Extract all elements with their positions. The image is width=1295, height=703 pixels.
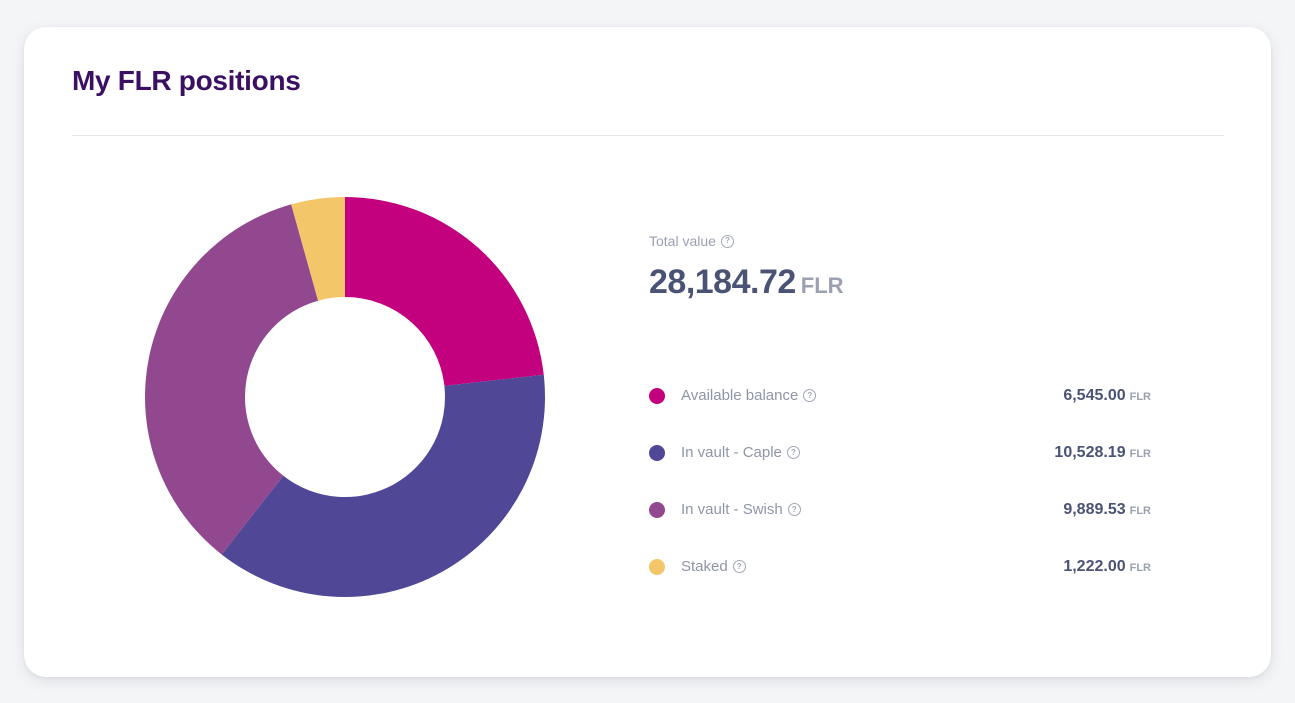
question-circle-icon[interactable]: ? bbox=[787, 503, 801, 516]
legend-color-dot bbox=[649, 501, 665, 518]
legend-label: In vault - Swish? bbox=[681, 501, 801, 518]
total-value: 28,184.72 FLR bbox=[649, 263, 844, 302]
legend-label-text: Staked bbox=[681, 558, 728, 575]
question-circle-icon[interactable]: ? bbox=[720, 234, 734, 248]
question-circle-icon[interactable]: ? bbox=[786, 446, 800, 459]
total-value-label: Total value ? bbox=[649, 233, 734, 249]
legend-unit: FLR bbox=[1129, 561, 1151, 574]
legend-amount: 6,545.00 bbox=[1063, 386, 1126, 404]
legend-color-dot bbox=[649, 558, 665, 575]
donut-slice-in-vault-caple[interactable] bbox=[221, 374, 545, 597]
legend-amount: 9,889.53 bbox=[1063, 500, 1126, 518]
legend-value: 9,889.53 FLR bbox=[1063, 501, 1151, 519]
legend-label: In vault - Caple? bbox=[681, 444, 800, 461]
legend-label-text: In vault - Swish bbox=[681, 501, 783, 518]
legend-unit: FLR bbox=[1129, 504, 1151, 517]
question-circle-icon[interactable]: ? bbox=[803, 389, 817, 402]
legend-unit: FLR bbox=[1129, 447, 1151, 460]
legend-amount: 10,528.19 bbox=[1054, 443, 1126, 461]
divider bbox=[72, 135, 1224, 136]
legend-label-text: In vault - Caple bbox=[681, 444, 782, 461]
total-amount: 28,184.72 bbox=[649, 263, 796, 301]
total-unit: FLR bbox=[800, 273, 844, 298]
legend-item: Staked? 1,222.00 FLR bbox=[649, 538, 1151, 595]
legend-item: Available balance? 6,545.00 FLR bbox=[649, 367, 1151, 424]
legend-unit: FLR bbox=[1129, 390, 1151, 403]
legend-value: 10,528.19 FLR bbox=[1054, 444, 1151, 462]
donut-chart bbox=[145, 197, 545, 597]
legend-amount: 1,222.00 bbox=[1063, 557, 1126, 575]
legend-label: Staked? bbox=[681, 558, 746, 575]
flr-positions-card: My FLR positions Total value ? 28,184.72… bbox=[24, 27, 1271, 677]
legend-value: 1,222.00 FLR bbox=[1063, 558, 1151, 576]
total-value-label-text: Total value bbox=[649, 233, 716, 249]
legend-value: 6,545.00 FLR bbox=[1063, 387, 1151, 405]
legend-color-dot bbox=[649, 387, 665, 404]
legend-color-dot bbox=[649, 444, 665, 461]
legend-item: In vault - Swish? 9,889.53 FLR bbox=[649, 481, 1151, 538]
question-circle-icon[interactable]: ? bbox=[732, 560, 746, 573]
donut-slice-staked[interactable] bbox=[291, 197, 345, 301]
donut-slice-in-vault-swish[interactable] bbox=[145, 204, 319, 555]
legend-label: Available balance? bbox=[681, 387, 817, 404]
legend-label-text: Available balance bbox=[681, 387, 799, 404]
legend: Available balance? 6,545.00 FLR In vault - … bbox=[649, 367, 1151, 595]
card-title: My FLR positions bbox=[72, 65, 301, 96]
donut-slice-available-balance[interactable] bbox=[345, 197, 544, 386]
legend-item: In vault - Caple? 10,528.19 FLR bbox=[649, 424, 1151, 481]
